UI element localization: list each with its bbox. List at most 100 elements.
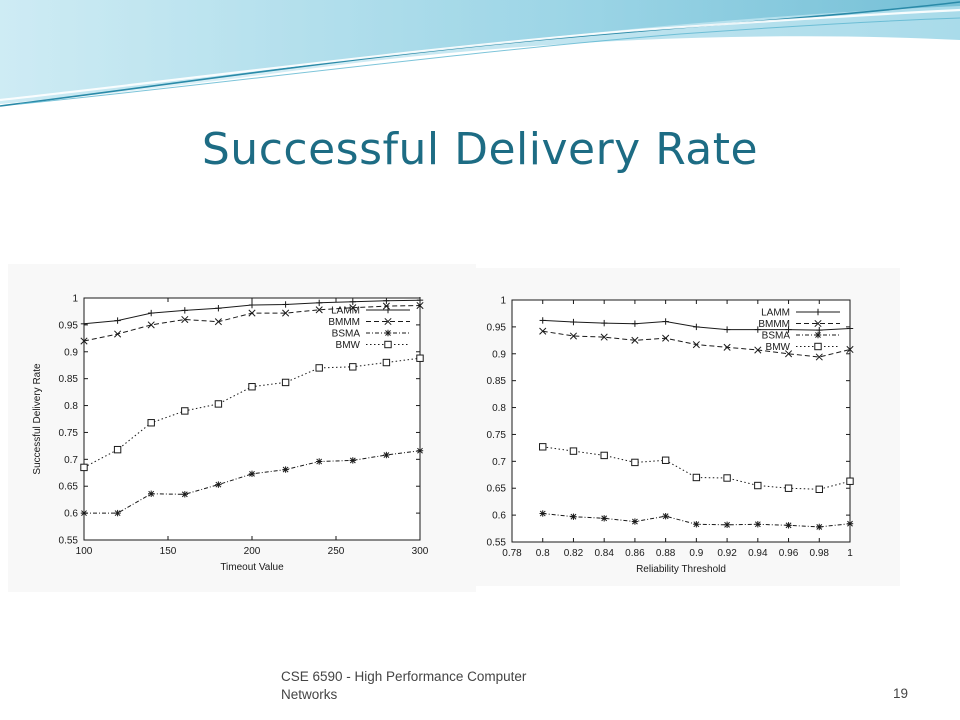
data-point-lamm [248, 301, 256, 309]
y-tick-label: 0.75 [487, 430, 507, 441]
data-point-lamm [148, 309, 155, 317]
y-tick-label: 0.65 [487, 484, 507, 495]
slide-title: Successful Delivery Rate [201, 124, 759, 175]
data-point-lamm [539, 317, 546, 324]
x-tick-label: 0.94 [748, 548, 768, 559]
data-point-lamm [114, 317, 121, 324]
y-tick-label: 0.6 [492, 511, 506, 522]
x-tick-label: 0.9 [689, 548, 703, 559]
data-point-bmmm [214, 318, 222, 326]
data-point-bsma [600, 515, 608, 522]
data-point-lamm [723, 326, 731, 333]
data-point-bmmm [662, 334, 670, 342]
data-point-bmw [815, 485, 823, 493]
data-point-bmmm [282, 309, 290, 317]
data-point-bsma [181, 491, 188, 498]
series-bmw [539, 443, 854, 493]
x-tick-label: 1 [847, 548, 853, 559]
series-bmw [80, 354, 424, 472]
data-point-bmw [214, 400, 223, 408]
data-point-bsma [148, 490, 155, 497]
x-tick-label: 0.82 [564, 548, 584, 559]
data-point-bsma [570, 513, 577, 520]
x-axis-label: Reliability Threshold [636, 564, 726, 575]
series-bmmm [80, 301, 424, 345]
legend-marker [384, 306, 392, 314]
data-point-bsma [723, 521, 731, 528]
legend-label: BMW [766, 342, 791, 353]
data-point-bsma [846, 520, 854, 527]
y-tick-label: 0.95 [59, 320, 79, 331]
footer-line-1: CSE 6590 - High Performance Computer [281, 669, 527, 684]
data-point-bsma [114, 509, 121, 517]
data-point-lamm [80, 320, 88, 328]
y-tick-label: 0.7 [64, 455, 78, 466]
y-tick-label: 0.85 [487, 376, 507, 387]
data-point-bsma [215, 481, 222, 488]
data-point-bsma [248, 470, 256, 478]
data-point-bmw [754, 481, 762, 490]
data-point-bmmm [416, 301, 424, 310]
y-tick-label: 1 [500, 296, 506, 307]
data-point-bmw [661, 456, 670, 464]
legend-marker [384, 329, 392, 337]
data-point-lamm [846, 325, 854, 332]
data-point-bmw [181, 407, 189, 415]
x-tick-label: 250 [328, 546, 345, 557]
y-tick-label: 0.65 [59, 482, 79, 493]
chart-reliability-threshold: 0.55 0.6 0.65 0.7 0.75 0.8 0.85 0.9 0.95 1 0.78 0.8… [487, 296, 854, 575]
footer-course-text: CSE 6590 - High Performance Computer Net… [281, 668, 601, 704]
data-point-bmw [631, 458, 639, 467]
data-point-bmmm [754, 346, 762, 354]
plot-frame [511, 299, 851, 543]
x-axis-label: Timeout Value [220, 562, 284, 573]
series-bmmm [539, 327, 854, 361]
data-point-bmmm [784, 350, 793, 358]
x-tick-label: 0.88 [656, 548, 676, 559]
legend-marker [384, 317, 392, 326]
x-tick-label: 0.96 [779, 548, 799, 559]
data-point-bmw [600, 451, 608, 460]
x-tick-label: 0.78 [502, 548, 522, 559]
data-point-bsma [349, 457, 356, 464]
x-tick-label: 200 [244, 546, 261, 557]
data-point-bmw [248, 383, 256, 391]
data-point-bsma [662, 512, 669, 520]
data-point-lamm [316, 299, 323, 307]
legend-marker [814, 308, 822, 316]
page-number: 19 [893, 686, 909, 701]
header-banner-decoration [0, 0, 960, 107]
data-point-bsma [80, 509, 88, 517]
legend-label: BMW [336, 340, 361, 351]
data-point-bmmm [181, 315, 189, 324]
legend-label: BMMM [758, 319, 790, 330]
chart-reliability-panel: 0.55 0.6 0.65 0.7 0.75 0.8 0.85 0.9 0.95 1 0.78 0.8… [472, 268, 900, 586]
data-point-bsma [785, 522, 792, 529]
data-point-bmmm [539, 327, 547, 335]
data-point-lamm [816, 326, 823, 334]
legend-label: BSMA [762, 331, 791, 342]
data-point-bmw [723, 474, 731, 482]
data-point-bmmm [80, 337, 88, 345]
data-point-lamm [215, 305, 222, 312]
x-tick-label: 0.92 [717, 548, 737, 559]
data-point-bsma [282, 466, 289, 473]
data-point-bsma [631, 518, 639, 525]
data-point-lamm [416, 296, 424, 304]
y-tick-label: 0.55 [59, 536, 79, 547]
data-point-lamm [693, 323, 700, 331]
y-axis-label: Successful Delivery Rate [32, 363, 43, 475]
data-point-bmmm [114, 330, 122, 338]
y-tick-label: 0.9 [492, 349, 506, 360]
data-point-bsma [416, 447, 424, 454]
data-point-bmmm [723, 343, 731, 351]
data-point-bsma [693, 521, 700, 528]
x-tick-label: 0.86 [625, 548, 645, 559]
data-point-bmmm [349, 304, 357, 312]
y-tick-label: 0.8 [64, 401, 78, 412]
legend-marker [814, 319, 822, 328]
y-tick-label: 0.9 [64, 347, 78, 358]
data-point-bsma [316, 458, 323, 465]
data-point-bmw [349, 363, 357, 371]
